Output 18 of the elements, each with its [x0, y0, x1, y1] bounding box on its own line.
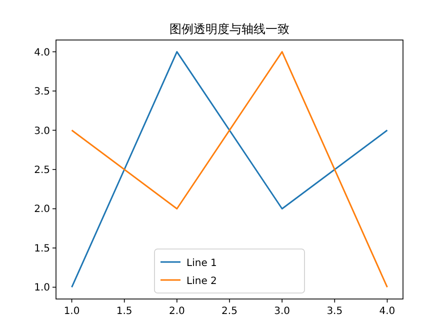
y-tick-label: 1.5: [34, 243, 50, 254]
x-tick-label: 3.5: [326, 306, 343, 317]
y-tick-label: 3.0: [34, 126, 50, 137]
x-tick-label: 2.5: [222, 306, 238, 317]
line-series: [71, 51, 388, 288]
x-tick-label: 1.5: [116, 306, 132, 317]
y-tick-label: 3.5: [34, 86, 50, 98]
x-tick-label: 1.0: [64, 306, 80, 317]
legend-label: Line 2: [186, 276, 217, 287]
legend-label: Line 1: [186, 258, 217, 269]
x-tick-label: 2.0: [168, 306, 185, 317]
x-tick-label: 4.0: [379, 306, 396, 317]
y-tick-label: 2.5: [34, 165, 50, 176]
y-tick-label: 2.0: [34, 204, 50, 216]
y-tick-label: 4.0: [34, 47, 50, 58]
y-tick-label: 1.0: [34, 282, 50, 294]
chart-title: 图例透明度与轴线一致: [170, 22, 290, 36]
x-tick-label: 3.0: [274, 306, 290, 317]
